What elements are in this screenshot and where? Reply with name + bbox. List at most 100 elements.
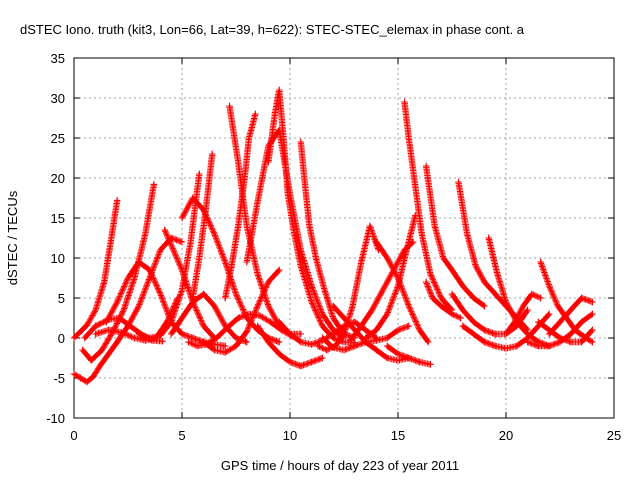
data-point [301,182,309,190]
data-point [340,338,348,346]
series-1 [70,197,121,342]
data-point [70,370,78,378]
data-point [429,294,436,302]
data-point [394,357,402,364]
y-tick-label: -5 [53,371,65,386]
data-point [297,338,304,346]
data-point [306,222,313,230]
data-point [492,290,499,298]
data-point [470,330,477,338]
series-35 [502,290,544,338]
data-point [131,274,138,282]
data-point [187,238,194,246]
data-point [135,302,142,310]
grid-lines [74,58,614,418]
data-point [118,329,125,336]
data-point [351,342,358,350]
data-point [448,310,456,318]
data-point [438,294,445,302]
series-28 [401,98,456,314]
x-tick-label: 15 [391,428,405,443]
data-point [384,342,391,350]
x-tick-label: 20 [499,428,513,443]
series-29 [422,162,488,310]
data-point [157,332,164,339]
data-point [92,330,99,338]
data-point [330,344,337,351]
data-point [265,158,272,166]
series-30 [422,278,464,322]
data-point [178,286,186,294]
data-point [470,294,477,302]
data-point [254,270,261,278]
data-point [280,134,287,142]
data-point [403,246,410,254]
data-point [243,328,250,335]
data-point [418,230,425,238]
data-point [340,330,348,338]
y-tick-label: 10 [51,251,65,266]
data-point [384,310,391,318]
data-point [178,314,186,322]
data-point [146,334,153,342]
data-point [405,354,412,362]
data-point [222,349,229,356]
data-point [103,318,110,326]
y-tick-label: 30 [51,91,65,106]
data-point [440,254,447,262]
data-point [492,330,499,338]
data-point [422,278,430,286]
data-point [368,306,376,314]
data-point [127,322,134,330]
data-point [232,334,240,342]
data-point [124,274,132,282]
data-point [319,310,326,318]
plot-area-frame [73,57,615,419]
data-point [235,314,242,322]
data-point [502,298,510,306]
data-point [455,178,462,186]
series-37 [524,310,596,350]
data-point [362,326,369,334]
data-point [157,290,164,298]
data-point [254,302,261,310]
data-point [362,334,369,342]
x-axis-ticks: 0 5 10 15 20 25 [70,58,621,443]
data-point [578,294,585,302]
y-tick-label: 0 [58,331,65,346]
data-point [297,362,304,370]
x-tick-label: 0 [70,428,77,443]
x-tick-label: 5 [178,428,185,443]
data-point [222,258,229,266]
data-point [286,330,294,338]
data-point [384,334,391,342]
data-point [308,341,315,348]
data-point [189,334,196,342]
data-point [185,338,192,346]
data-point [256,312,263,319]
y-tick-label: 15 [51,211,65,226]
data-point [243,258,250,266]
data-point [431,222,438,230]
data-point [178,330,186,338]
data-point [209,150,216,158]
data-point [494,270,501,278]
data-point [159,338,166,345]
data-point [96,362,104,370]
data-point [358,322,365,330]
y-tick-label: 35 [51,51,65,66]
data-point [537,258,544,266]
data-point [373,238,380,246]
data-point [228,262,235,270]
data-point [425,338,432,346]
series-19 [254,322,326,370]
data-point [502,345,510,352]
data-point [520,302,527,310]
data-point [556,318,564,326]
data-point [88,357,95,364]
y-axis-label: dSTEC / TECUs [5,190,20,285]
data-point [373,326,380,334]
data-point [459,282,466,290]
data-point [323,346,330,354]
